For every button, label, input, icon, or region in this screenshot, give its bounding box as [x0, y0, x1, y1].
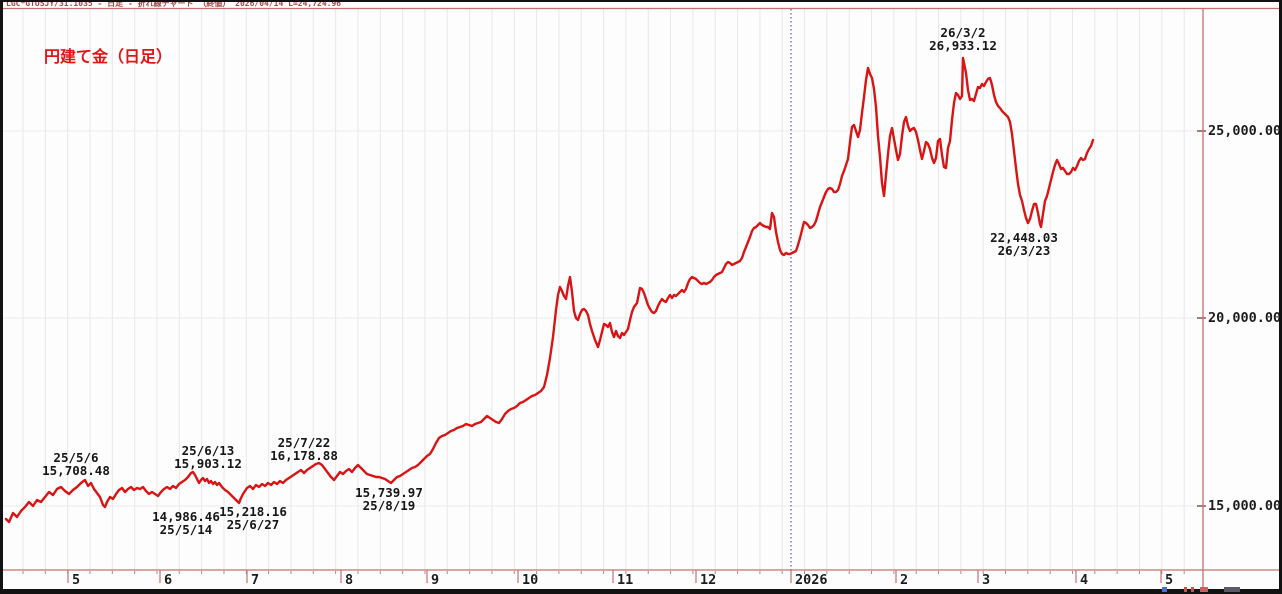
price-annotation: 14,986.46 25/5/14 — [106, 509, 266, 537]
annotation-line: 25/6/13 — [181, 443, 235, 458]
x-axis-label: 2 — [900, 571, 909, 588]
window-border-top — [0, 0, 1282, 2]
annotation-line: 25/5/6 — [53, 450, 99, 465]
x-axis-label: 12 — [700, 571, 717, 588]
annotation-line: 25/5/14 — [159, 521, 213, 537]
x-axis-label: 4 — [1080, 571, 1089, 588]
price-annotation: 22,448.03 26/3/23 — [944, 230, 1104, 258]
annotation-line: 15,903.12 — [174, 455, 242, 471]
annotation-line: 26/3/2 — [940, 25, 986, 40]
annotation-line: 16,178.88 — [270, 447, 338, 463]
price-annotation: 26/3/2 26,933.12 — [883, 25, 1043, 53]
annotation-line: 15,218.16 — [219, 504, 287, 519]
price-annotation: 25/7/22 16,178.88 — [224, 435, 384, 463]
annotation-line: 25/8/19 — [362, 497, 416, 513]
price-annotation: 15,218.16 25/6/27 — [173, 504, 333, 532]
x-axis-label: 5 — [72, 571, 81, 588]
window-border-left — [0, 0, 3, 594]
price-annotation: 25/5/6 15,708.48 — [0, 450, 156, 478]
x-axis-label: 7 — [251, 571, 260, 588]
annotation-line: 15,708.48 — [42, 462, 110, 478]
y-axis-label: 15,000.00 — [1208, 498, 1282, 514]
x-axis-label: 9 — [431, 571, 440, 588]
x-axis-label: 2026 — [795, 571, 828, 588]
price-annotation: 25/6/13 15,903.12 — [128, 443, 288, 471]
x-axis-label: 6 — [164, 571, 173, 588]
annotation-line: 25/6/27 — [226, 516, 280, 532]
annotation-line: 15,739.97 — [355, 485, 423, 500]
y-axis-label: 20,000.00 — [1208, 310, 1282, 326]
chart-title: 円建て金（日足） — [44, 47, 173, 66]
window-border-right — [1279, 0, 1282, 594]
price-annotation: 15,739.97 25/8/19 — [309, 485, 469, 513]
annotation-line: 26/3/23 — [997, 242, 1051, 258]
annotation-line: 14,986.46 — [152, 509, 220, 524]
window-border-bottom — [0, 589, 1282, 594]
x-axis-label: 8 — [345, 571, 354, 588]
x-axis-label: 5 — [1165, 571, 1174, 588]
titlebar-text: LGC*GTUSJY/31.1035 - 日足 - 折れ線チャート （終値） 2… — [6, 0, 342, 8]
annotation-line: 25/7/22 — [277, 435, 331, 450]
annotation-line: 26,933.12 — [929, 37, 997, 53]
y-axis-label: 25,000.00 — [1208, 123, 1282, 139]
price-line-series[interactable] — [4, 56, 1095, 524]
x-axis-label: 11 — [617, 571, 634, 588]
annotation-line: 22,448.03 — [990, 230, 1058, 245]
x-axis-label: 3 — [982, 571, 991, 588]
watermark-logo-fragment — [1158, 586, 1268, 593]
x-axis-label: 10 — [522, 571, 539, 588]
